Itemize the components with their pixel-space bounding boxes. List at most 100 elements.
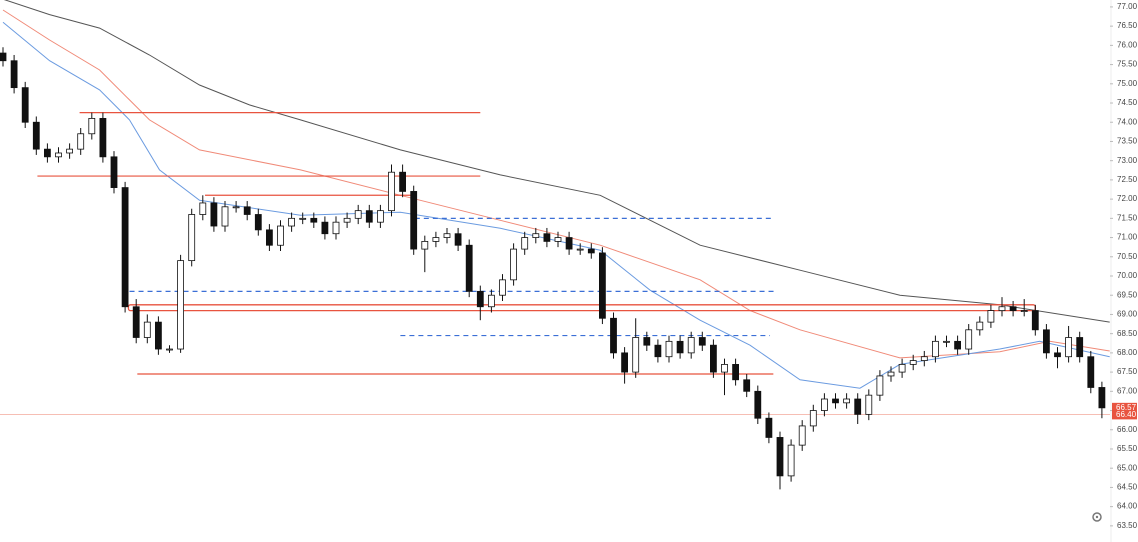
candle-body <box>776 437 784 477</box>
candle-body <box>521 237 529 250</box>
y-tick-label: 76.50 <box>1117 21 1138 30</box>
candle-body <box>809 410 817 427</box>
candle-body <box>44 148 51 158</box>
y-tick-label: 72.50 <box>1117 175 1138 184</box>
candle-body <box>743 379 751 392</box>
candle-body <box>188 214 196 262</box>
candle-body <box>154 321 162 350</box>
candle-body <box>88 117 96 135</box>
candle-body <box>21 87 29 123</box>
candle-body <box>643 337 651 346</box>
y-tick-label: 71.50 <box>1117 213 1138 222</box>
candle-body <box>177 260 185 350</box>
y-tick-label: 64.50 <box>1117 483 1138 492</box>
candle-body <box>599 252 606 319</box>
candle-body <box>310 217 318 223</box>
candle-body <box>143 321 151 338</box>
candle-body <box>676 340 684 354</box>
candle-body <box>1020 310 1028 312</box>
y-tick-label: 67.00 <box>1117 386 1138 395</box>
y-tick-label: 69.00 <box>1117 310 1138 319</box>
price-line-label: 66.40 <box>1116 410 1137 419</box>
candle-body <box>987 310 995 323</box>
price-line-box <box>1112 410 1137 420</box>
candle-body <box>876 375 884 396</box>
candle-body <box>499 279 506 296</box>
moving-average <box>2 21 1110 389</box>
y-tick-label: 72.00 <box>1117 194 1138 203</box>
candle-body <box>654 344 662 358</box>
candle-body <box>221 206 229 227</box>
last-price-box <box>1112 402 1137 413</box>
candle-body <box>909 360 917 365</box>
candle-body <box>932 340 939 358</box>
candle-body <box>610 317 617 354</box>
candle-body <box>487 294 495 308</box>
candle-body <box>1031 310 1039 331</box>
y-tick-label: 77.00 <box>1117 2 1138 11</box>
candle-body <box>199 202 207 215</box>
candle-body <box>232 206 240 209</box>
candle-body <box>299 217 307 220</box>
candle-body <box>632 337 640 373</box>
candle-body <box>543 233 551 242</box>
candle-body <box>665 340 673 358</box>
candle-body <box>10 60 18 89</box>
candle-body <box>721 364 728 373</box>
candle-body <box>832 398 839 404</box>
candle-body <box>166 348 173 351</box>
candle-body <box>388 171 395 212</box>
y-tick-label: 70.00 <box>1117 271 1138 280</box>
y-tick-label: 71.00 <box>1117 233 1138 242</box>
settings-icon[interactable] <box>1092 512 1102 522</box>
moving-average <box>3 0 1110 323</box>
y-tick-label: 70.50 <box>1117 252 1138 261</box>
y-tick-label: 76.00 <box>1117 40 1138 49</box>
candle-body <box>288 217 296 227</box>
candle-body <box>399 171 407 192</box>
candle-body <box>787 444 795 477</box>
candle-body <box>1009 306 1017 311</box>
candle-body <box>898 364 906 373</box>
candle-body <box>121 187 129 308</box>
candle-body <box>332 221 340 235</box>
y-tick-label: 75.50 <box>1117 60 1138 69</box>
candle-body <box>410 191 418 250</box>
candle-body <box>443 233 451 238</box>
candle-body <box>77 133 85 150</box>
candle-body <box>765 417 773 438</box>
candle-body <box>432 237 440 242</box>
candle-body <box>66 148 73 154</box>
y-tick-label: 74.00 <box>1117 117 1138 126</box>
candle-body <box>943 340 950 343</box>
candle-body <box>343 217 351 223</box>
y-tick-label: 75.00 <box>1117 79 1138 88</box>
candle-body <box>1043 329 1050 354</box>
candle-body <box>1087 356 1095 388</box>
candle-body <box>865 394 873 415</box>
candle-body <box>565 237 573 250</box>
y-tick-label: 69.50 <box>1117 290 1138 299</box>
y-tick-label: 65.50 <box>1117 444 1138 453</box>
candle-body <box>0 52 7 62</box>
zone <box>127 304 1036 312</box>
y-tick-label: 68.50 <box>1117 329 1138 338</box>
candle-body <box>132 306 140 338</box>
candle-body <box>798 425 806 446</box>
candle-body <box>732 364 739 381</box>
candle-body <box>354 210 362 219</box>
candle-body <box>920 356 928 361</box>
candle-body <box>243 206 251 215</box>
candle-body <box>99 117 107 158</box>
candle-body <box>421 241 429 250</box>
y-tick-label: 67.50 <box>1117 367 1138 376</box>
candle-body <box>532 233 540 238</box>
candle-body <box>1065 337 1072 358</box>
candle-body <box>1098 387 1106 409</box>
candle-body <box>1076 337 1084 358</box>
candle-body <box>687 337 695 354</box>
candle-body <box>32 121 40 150</box>
candle-body <box>821 398 828 411</box>
y-tick-label: 63.50 <box>1117 521 1138 530</box>
